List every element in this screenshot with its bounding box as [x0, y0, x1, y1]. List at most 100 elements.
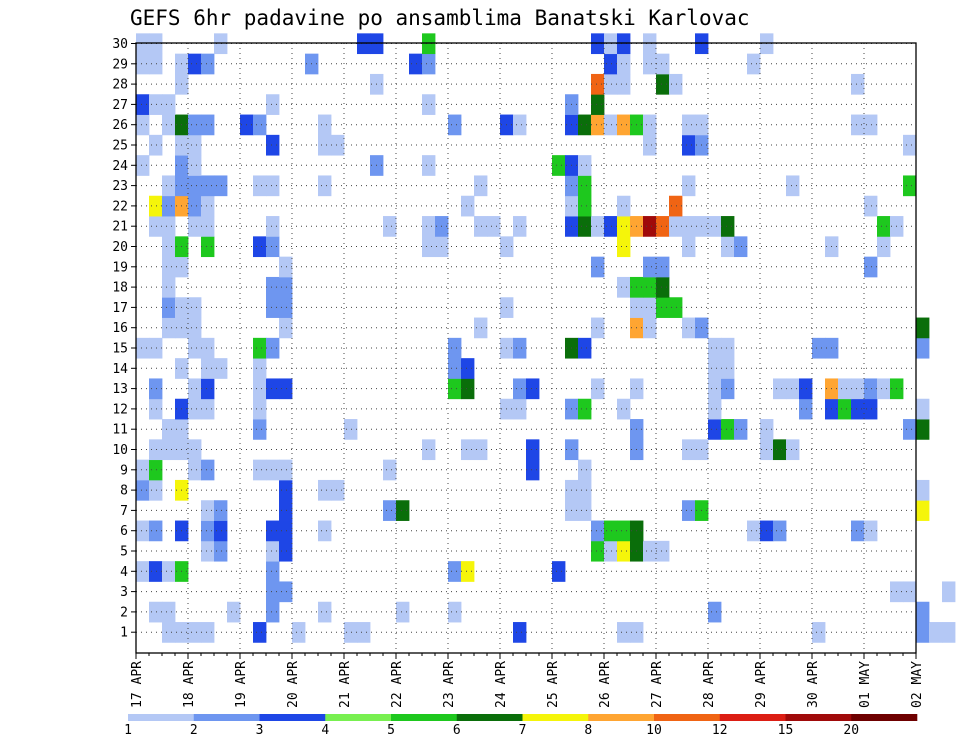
- colorbar-label: 5: [387, 723, 395, 738]
- heatmap-cell: [422, 33, 436, 55]
- heatmap-cell: [461, 195, 475, 217]
- heatmap-cell: [617, 622, 631, 643]
- y-tick-label: 7: [120, 504, 128, 519]
- colorbar-label: 15: [778, 723, 794, 738]
- heatmap-cell: [448, 337, 462, 359]
- heatmap-cell: [916, 337, 930, 359]
- heatmap-cell: [136, 520, 150, 542]
- heatmap-cell: [851, 114, 865, 136]
- heatmap-cell: [578, 337, 592, 359]
- heatmap-cell: [656, 540, 670, 562]
- heatmap-cell: [682, 500, 696, 521]
- heatmap-cell: [591, 256, 605, 278]
- heatmap-cell: [149, 459, 163, 481]
- heatmap-cell: [396, 500, 410, 521]
- heatmap-cell: [656, 297, 670, 318]
- heatmap-cell: [188, 216, 202, 237]
- heatmap-cell: [201, 378, 215, 400]
- x-tick-label: 23 APR: [442, 661, 457, 708]
- heatmap-cell: [188, 622, 202, 643]
- heatmap-cell: [149, 53, 163, 75]
- heatmap-cell: [461, 358, 475, 379]
- heatmap-cell: [643, 134, 657, 156]
- heatmap-cell: [227, 601, 241, 623]
- heatmap-cell: [617, 276, 631, 298]
- heatmap-cell: [266, 134, 280, 156]
- heatmap-cell: [318, 175, 332, 197]
- heatmap-cell: [474, 317, 488, 339]
- heatmap-cell: [448, 601, 462, 623]
- heatmap-cell: [591, 378, 605, 400]
- heatmap-cell: [682, 134, 696, 156]
- heatmap-cell: [799, 398, 813, 420]
- heatmap-cell: [149, 134, 163, 156]
- heatmap-cell: [708, 337, 722, 359]
- heatmap-cell: [253, 114, 267, 136]
- heatmap-cell: [279, 378, 293, 400]
- heatmap-cell: [318, 114, 332, 136]
- y-tick-label: 14: [112, 362, 128, 377]
- heatmap-cell: [942, 581, 956, 603]
- heatmap-cell: [188, 114, 202, 136]
- heatmap-cell: [643, 297, 657, 318]
- heatmap-cell: [578, 195, 592, 217]
- colorbar-segment: [325, 714, 392, 721]
- heatmap-cell: [448, 358, 462, 379]
- heatmap-cell: [877, 236, 891, 258]
- heatmap-cell: [526, 459, 540, 481]
- heatmap-cell: [682, 439, 696, 461]
- heatmap-cell: [864, 520, 878, 542]
- heatmap-cell: [513, 378, 527, 400]
- heatmap-cell: [604, 216, 618, 237]
- x-tick-label: 29 APR: [754, 661, 769, 708]
- heatmap-cell: [214, 33, 228, 55]
- colorbar-segment: [654, 714, 721, 721]
- y-tick-label: 2: [120, 605, 128, 620]
- heatmap-cell: [552, 155, 566, 176]
- y-axis: 1234567891011121314151617181920212223242…: [112, 37, 136, 641]
- heatmap-cell: [617, 540, 631, 562]
- heatmap-cell: [604, 114, 618, 136]
- heatmap-cell: [188, 459, 202, 481]
- heatmap-cell: [604, 540, 618, 562]
- heatmap-cell: [812, 337, 826, 359]
- heatmap-cell: [214, 358, 228, 379]
- heatmap-cell: [578, 500, 592, 521]
- x-tick-label: 25 APR: [546, 661, 561, 708]
- heatmap-cell: [604, 520, 618, 542]
- heatmap-cell: [344, 419, 358, 440]
- x-tick-label: 22 APR: [390, 661, 405, 708]
- heatmap-cell: [617, 33, 631, 55]
- heatmap-cell: [149, 94, 163, 115]
- heatmap-cell: [773, 378, 787, 400]
- colorbar-segment: [391, 714, 458, 721]
- heatmap-cell: [656, 73, 670, 95]
- heatmap-cell: [214, 175, 228, 197]
- heatmap-cell: [669, 73, 683, 95]
- y-tick-label: 29: [112, 57, 128, 72]
- heatmap-cell: [279, 520, 293, 542]
- heatmap-cell: [266, 175, 280, 197]
- heatmap-cell: [136, 33, 150, 55]
- heatmap-cell: [279, 459, 293, 481]
- heatmap-cell: [604, 53, 618, 75]
- heatmap-cell: [383, 459, 397, 481]
- heatmap-cell: [201, 216, 215, 237]
- heatmap-cell: [851, 73, 865, 95]
- y-tick-label: 28: [112, 78, 128, 93]
- heatmap-cell: [162, 216, 176, 237]
- heatmap-cell: [279, 276, 293, 298]
- heatmap-cell: [149, 378, 163, 400]
- heatmap-cell: [279, 317, 293, 339]
- colorbar-label: 2: [190, 723, 198, 738]
- y-tick-label: 25: [112, 139, 128, 154]
- heatmap-cell: [851, 398, 865, 420]
- heatmap-cell: [747, 53, 761, 75]
- heatmap-cell: [591, 114, 605, 136]
- heatmap-cell: [188, 53, 202, 75]
- heatmap-cell: [682, 317, 696, 339]
- heatmap-cell: [253, 358, 267, 379]
- x-tick-label: 20 APR: [286, 661, 301, 708]
- heatmap-cell: [929, 622, 943, 643]
- heatmap-cell: [201, 520, 215, 542]
